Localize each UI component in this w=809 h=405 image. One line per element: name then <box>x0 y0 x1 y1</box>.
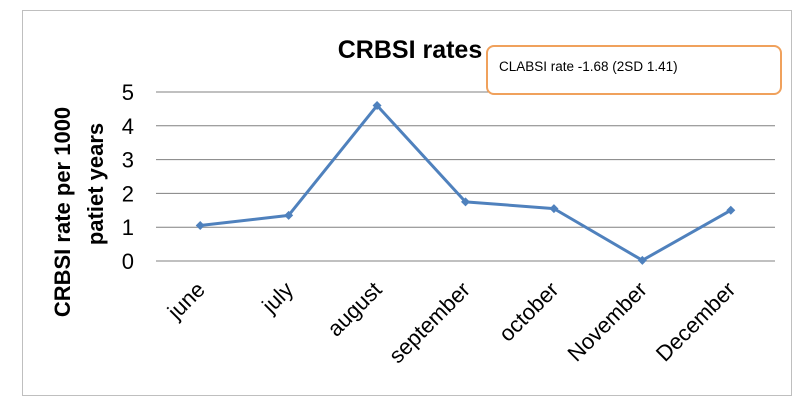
y-tick-label: 5 <box>122 80 134 105</box>
gridlines <box>156 91 775 262</box>
x-tick-label: september <box>384 277 475 368</box>
data-point-marker <box>372 101 382 111</box>
y-axis-label-line1: CRBSI rate per 1000 <box>50 107 75 317</box>
x-tick-label: july <box>256 277 298 319</box>
data-point-marker <box>461 197 470 207</box>
data-point-marker <box>726 205 736 215</box>
y-tick-labels: 0 1 2 3 4 5 <box>122 80 134 274</box>
y-tick-label: 0 <box>122 249 134 274</box>
y-tick-label: 4 <box>122 114 134 139</box>
annotation-text: CLABSI rate -1.68 (2SD 1.41) <box>499 59 678 74</box>
data-point-marker <box>637 255 647 265</box>
chart-title: CRBSI rates <box>338 36 483 64</box>
x-tick-label: october <box>494 277 564 347</box>
y-tick-label: 1 <box>122 215 134 240</box>
x-tick-label: june <box>162 277 210 325</box>
data-point-marker <box>549 204 559 214</box>
y-tick-label: 2 <box>122 181 134 206</box>
series-layer <box>195 101 736 265</box>
series-line <box>200 104 732 262</box>
x-tick-label: November <box>562 277 651 366</box>
data-point-marker <box>195 221 205 231</box>
x-tick-label: august <box>322 277 386 341</box>
data-point-marker <box>284 210 294 220</box>
y-tick-label: 3 <box>122 148 134 173</box>
y-axis-label-line2: patiet years <box>83 123 108 245</box>
x-tick-label: December <box>651 277 740 366</box>
annotation-box: CLABSI rate -1.68 (2SD 1.41) <box>486 45 782 95</box>
